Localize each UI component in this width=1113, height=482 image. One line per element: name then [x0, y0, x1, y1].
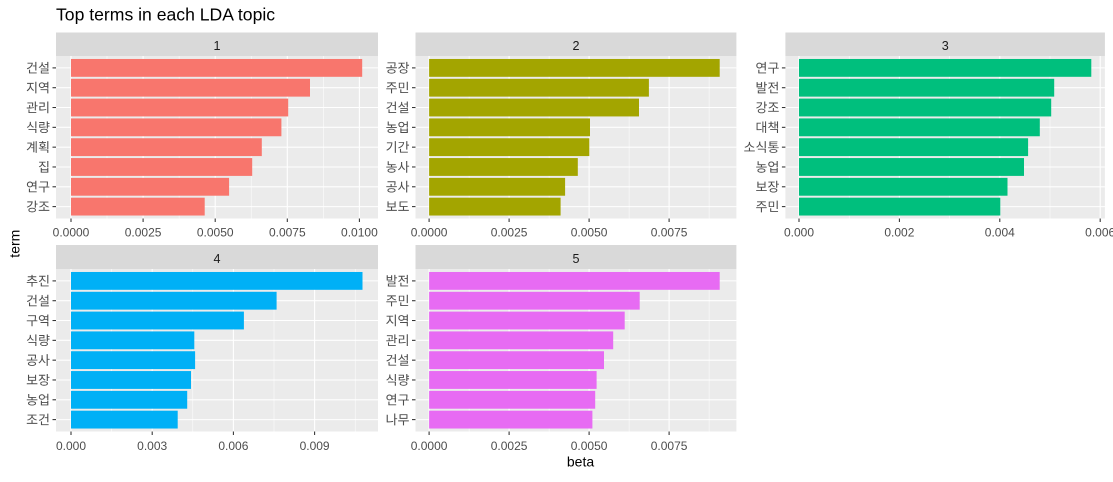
svg-text:0.0075: 0.0075	[651, 439, 688, 453]
svg-text:0.000: 0.000	[56, 439, 86, 453]
svg-text:1: 1	[213, 39, 220, 53]
svg-text:0.003: 0.003	[137, 439, 167, 453]
svg-text:0.009: 0.009	[300, 439, 330, 453]
svg-text:0.0000: 0.0000	[411, 439, 448, 453]
svg-text:0.0025: 0.0025	[125, 226, 162, 240]
svg-text:0.004: 0.004	[985, 226, 1015, 240]
svg-text:0.006: 0.006	[218, 439, 248, 453]
svg-text:0.0050: 0.0050	[571, 226, 608, 240]
svg-text:0.0075: 0.0075	[651, 226, 688, 240]
svg-text:0.0075: 0.0075	[269, 226, 306, 240]
svg-text:0.002: 0.002	[884, 226, 914, 240]
svg-text:term: term	[7, 230, 23, 258]
svg-text:4: 4	[213, 252, 220, 266]
svg-text:0.0025: 0.0025	[491, 226, 528, 240]
svg-text:0.0050: 0.0050	[571, 439, 608, 453]
svg-text:0.0000: 0.0000	[411, 226, 448, 240]
svg-text:beta: beta	[567, 454, 594, 470]
svg-text:Top terms in each LDA topic: Top terms in each LDA topic	[56, 5, 275, 25]
svg-text:3: 3	[942, 39, 949, 53]
svg-text:0.006: 0.006	[1085, 226, 1113, 240]
svg-text:0.0100: 0.0100	[341, 226, 378, 240]
svg-text:0.0000: 0.0000	[53, 226, 90, 240]
svg-text:2: 2	[572, 39, 579, 53]
svg-text:0.0050: 0.0050	[197, 226, 234, 240]
svg-text:0.000: 0.000	[784, 226, 814, 240]
svg-text:0.0025: 0.0025	[491, 439, 528, 453]
svg-text:5: 5	[572, 252, 579, 266]
